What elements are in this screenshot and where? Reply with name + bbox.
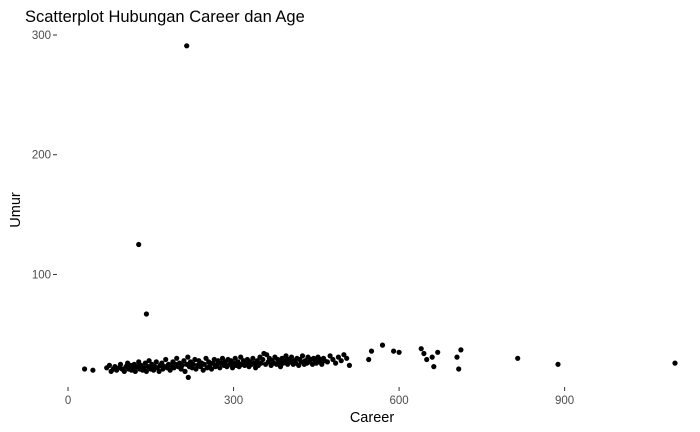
data-point <box>264 352 270 358</box>
data-point <box>366 356 372 363</box>
data-point <box>327 353 333 359</box>
data-point <box>163 356 169 363</box>
x-tick-label: 300 <box>224 395 243 407</box>
data-point <box>190 361 196 367</box>
data-point <box>396 349 402 355</box>
data-point <box>192 356 198 363</box>
data-point <box>335 354 341 360</box>
data-point <box>117 361 124 367</box>
data-point <box>296 362 302 368</box>
data-point <box>121 368 127 374</box>
data-point <box>260 356 266 363</box>
data-point <box>153 359 159 365</box>
data-point <box>182 368 188 374</box>
data-point <box>421 350 427 357</box>
data-point <box>159 360 165 366</box>
data-point <box>456 366 462 372</box>
data-point <box>203 355 209 361</box>
chart-title: Scatterplot Hubungan Career dan Age <box>25 8 305 26</box>
data-point <box>435 349 441 355</box>
data-point <box>330 356 336 363</box>
data-point <box>515 355 521 361</box>
data-point <box>254 358 260 364</box>
data-point <box>283 353 289 359</box>
data-point <box>319 361 325 367</box>
data-point <box>132 368 138 374</box>
x-axis-title: Career <box>350 410 394 426</box>
data-point <box>142 360 148 366</box>
data-point <box>431 364 437 370</box>
data-point <box>232 355 238 361</box>
data-point <box>391 348 397 354</box>
data-point <box>555 361 561 367</box>
x-tick-label: 900 <box>555 395 574 407</box>
data-point <box>156 368 162 374</box>
y-axis-title: Umur <box>8 192 24 228</box>
data-point <box>179 362 185 368</box>
data-point <box>174 355 180 361</box>
y-tick-label: 100 <box>32 269 51 281</box>
data-point <box>672 360 678 366</box>
data-point <box>288 354 295 360</box>
data-point <box>324 359 330 365</box>
data-point <box>235 359 241 365</box>
data-point <box>143 311 149 317</box>
data-point <box>136 241 142 248</box>
data-point <box>346 362 352 368</box>
x-axis: 0 300 600 900 <box>65 387 574 407</box>
data-point <box>338 358 344 364</box>
data-point <box>250 355 256 361</box>
data-point <box>424 356 430 363</box>
data-point <box>185 354 191 360</box>
data-point <box>341 352 347 358</box>
data-point <box>185 374 191 380</box>
data-point <box>379 342 386 348</box>
data-point <box>90 367 96 373</box>
data-point <box>208 366 215 372</box>
data-point <box>458 347 464 353</box>
data-point <box>344 355 350 361</box>
data-point <box>299 353 306 359</box>
y-axis: 100 200 300 <box>32 30 57 281</box>
data-point <box>201 361 207 367</box>
data-point <box>333 360 339 366</box>
data-point <box>106 362 112 368</box>
data-point <box>167 367 173 373</box>
data-point <box>200 367 206 373</box>
data-point <box>219 355 226 361</box>
data-point <box>184 43 190 49</box>
data-point <box>454 354 460 360</box>
data-point <box>181 358 187 364</box>
data-point <box>238 354 244 360</box>
data-point <box>143 368 149 374</box>
data-point <box>82 366 88 372</box>
y-tick-label: 200 <box>32 150 51 162</box>
data-point <box>368 348 375 354</box>
data-point <box>141 365 147 371</box>
data-point <box>229 365 236 371</box>
x-tick-label: 0 <box>65 395 71 407</box>
x-tick-label: 600 <box>389 395 408 407</box>
data-point <box>146 358 152 364</box>
data-points <box>82 43 678 380</box>
data-point <box>429 354 435 360</box>
data-point <box>217 365 223 371</box>
data-point <box>277 364 284 370</box>
y-tick-label: 300 <box>32 30 51 42</box>
data-point <box>418 346 424 352</box>
